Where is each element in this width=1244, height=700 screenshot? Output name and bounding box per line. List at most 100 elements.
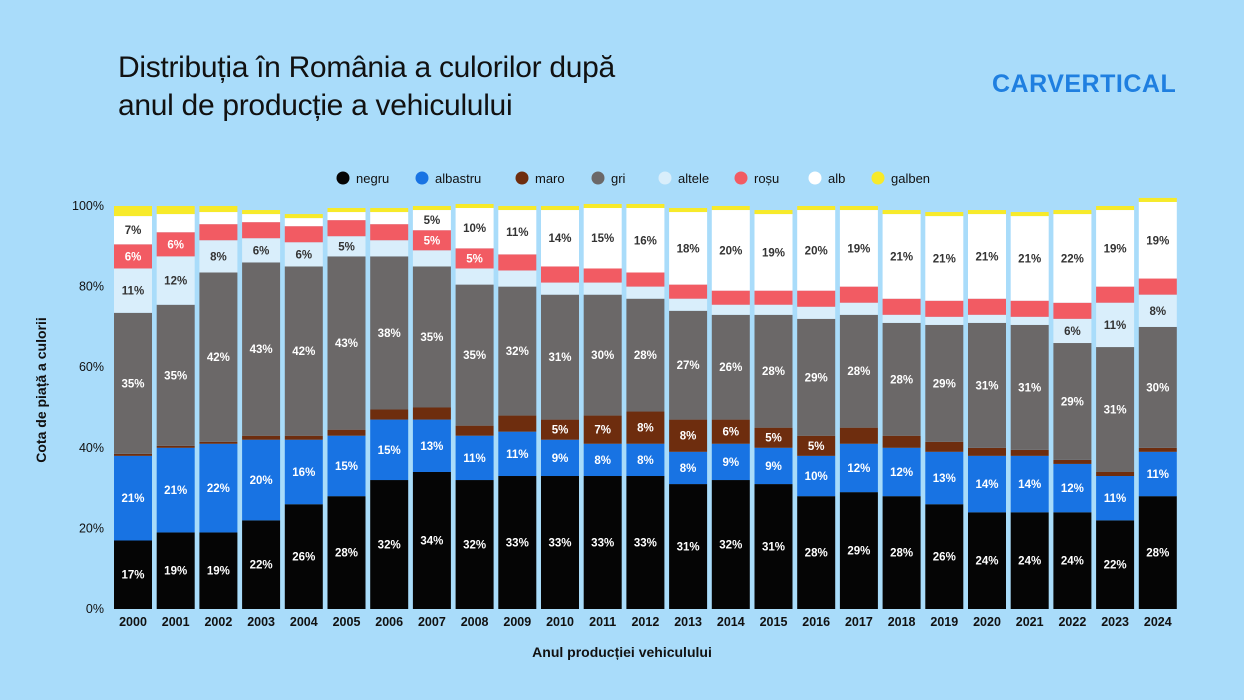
bar-segment-rosu [968,298,1006,315]
bar-segment-gri [583,294,622,416]
data-label: 8% [210,251,227,263]
bar-segment-maro [882,435,921,448]
data-label: 12% [890,467,913,479]
legend-item-galben: galben [871,171,930,186]
bar-segment-albastru [114,455,152,541]
bar-segment-alb [114,216,152,245]
bar-segment-negru [455,480,494,609]
bar-segment-gri [284,266,323,436]
data-label: 30% [1146,382,1169,394]
bar-segment-alb [839,210,878,287]
data-label: 29% [847,546,870,558]
legend-label: altele [678,171,709,186]
bar-segment-maro [669,419,708,452]
bar-segment-gri [626,298,665,412]
bar-segment-alb [327,212,366,221]
bar-segment-rosu [541,266,579,283]
data-label: 21% [890,251,913,263]
bar-segment-rosu [242,222,281,239]
data-label: 28% [762,366,785,378]
bar-segment-galben [498,206,537,211]
bar-segment-altele [754,304,793,315]
data-label: 19% [207,566,230,578]
bar-segment-maro [284,435,323,440]
bar-segment-albastru [882,447,921,497]
bar-segment-altele [1096,302,1135,348]
bar-segment-albastru [583,443,622,477]
x-tick-label: 2003 [247,615,275,629]
bar-segment-rosu [1053,302,1092,319]
bar-segment-alb [797,210,836,291]
bar-stack-2007: 34% 13% 35% 5% 5% [412,206,451,609]
y-tick-label: 80% [79,280,104,294]
data-label: 20% [250,475,273,487]
data-label: 28% [805,548,828,560]
bar-segment-alb [370,212,409,225]
bar-segment-altele [242,238,281,263]
x-tick-label: 2005 [333,615,361,629]
bar-segment-altele [669,298,708,311]
bar-stack-2014: 32% 9% 6% 26% 20% [711,206,750,609]
legend-label: galben [891,171,930,186]
bar-segment-altele [583,282,622,295]
bar-segment-negru [839,492,878,609]
bar-segment-altele [711,304,750,315]
bar-stack-2022: 24% 12% 29% 6% 22% [1053,210,1092,609]
data-label: 32% [506,346,529,358]
bar-segment-gri [370,256,409,410]
bar-segment-galben [1096,206,1135,211]
data-label: 27% [677,360,700,372]
bar-segment-galben [199,206,238,213]
bar-stack-2018: 28% 12% 28% 21% [882,210,921,609]
data-label: 19% [1104,243,1127,255]
bar-segment-altele [156,256,195,305]
bar-stack-2016: 28% 10% 5% 29% 20% [797,206,836,609]
data-label: 29% [805,372,828,384]
data-label: 33% [591,538,614,550]
bar-segment-galben [284,214,323,219]
bar-segment-rosu [284,226,323,243]
bar-segment-altele [412,250,451,267]
data-label: 28% [335,548,358,560]
legend-marker [734,171,748,185]
x-tick-label: 2018 [888,615,916,629]
x-tick-label: 2024 [1144,615,1172,629]
bar-segment-alb [1010,216,1049,301]
data-label: 9% [722,457,739,469]
data-label: 43% [250,344,273,356]
data-label: 21% [1018,253,1041,265]
data-label: 19% [762,247,785,259]
bar-segment-maro [541,419,579,440]
data-label: 11% [463,453,485,465]
data-label: 35% [121,378,144,390]
data-label: 20% [805,245,828,257]
bar-segment-maro [199,441,238,444]
data-label: 15% [335,461,358,473]
data-label: 5% [466,253,483,265]
bar-segment-galben [626,203,665,209]
bar-segment-negru [669,484,708,609]
bar-segment-rosu [925,300,964,317]
legend-marker [336,171,350,185]
data-label: 26% [719,362,742,374]
data-label: 5% [808,441,825,453]
bar-segment-gri [754,314,793,428]
y-tick-label: 0% [86,602,104,616]
bar-segment-alb [754,214,793,291]
bar-segment-negru [114,540,152,609]
data-label: 24% [975,556,998,568]
data-label: 17% [121,570,144,582]
bar-segment-altele [1053,318,1092,344]
bar-segment-albastru [242,439,281,521]
bar-segment-gri [114,312,152,454]
legend-item-albastru: albastru [415,171,481,186]
data-label: 32% [378,540,401,552]
data-label: 11% [506,227,528,239]
bar-segment-maro [1138,447,1177,452]
bar-segment-alb [711,210,750,291]
legend-item-gri: gri [591,171,626,186]
data-label: 5% [765,433,782,445]
bar-segment-altele [498,270,537,287]
data-label: 12% [164,276,187,288]
